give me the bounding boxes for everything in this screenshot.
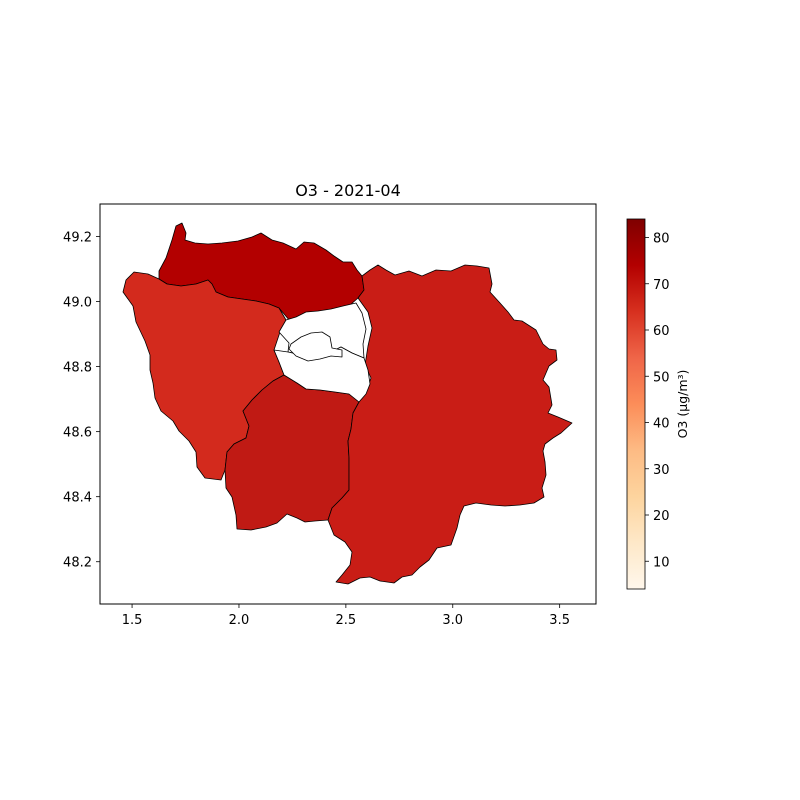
y-tick-label: 49.0	[63, 296, 92, 311]
chart-title: O3 - 2021-04	[295, 181, 401, 200]
colorbar-tick-label: 30	[653, 463, 670, 478]
x-tick-label: 2.0	[229, 613, 250, 628]
y-tick-label: 48.2	[63, 556, 92, 571]
region-east[interactable]	[327, 264, 573, 585]
y-tick-label: 48.8	[63, 361, 92, 376]
x-axis: 1.5 2.0 2.5 3.0 3.5	[122, 604, 570, 628]
x-tick-label: 3.5	[549, 613, 570, 628]
region-paris[interactable]	[288, 331, 343, 362]
x-tick-label: 2.5	[336, 613, 357, 628]
x-tick-label: 1.5	[122, 613, 143, 628]
region-layer	[122, 222, 573, 585]
y-tick-label: 49.2	[63, 231, 92, 246]
colorbar-tick-label: 80	[653, 232, 670, 247]
colorbar-axis: 10 20 30 40 50 60 70 80	[645, 232, 670, 570]
y-tick-label: 48.6	[63, 426, 92, 441]
colorbar-tick-label: 20	[653, 509, 670, 524]
colorbar-tick-label: 10	[653, 555, 670, 570]
colorbar-tick-label: 60	[653, 324, 670, 339]
colorbar-label: O3 (µg/m³)	[675, 370, 690, 439]
colorbar-tick-label: 40	[653, 417, 670, 432]
y-tick-label: 48.4	[63, 491, 92, 506]
colorbar-tick-label: 70	[653, 278, 670, 293]
colorbar-tick-label: 50	[653, 370, 670, 385]
y-axis: 48.2 48.4 48.6 48.8 49.0 49.2	[63, 231, 100, 571]
axes-frame	[99, 203, 597, 605]
x-tick-label: 3.0	[442, 613, 463, 628]
colorbar	[626, 218, 646, 590]
